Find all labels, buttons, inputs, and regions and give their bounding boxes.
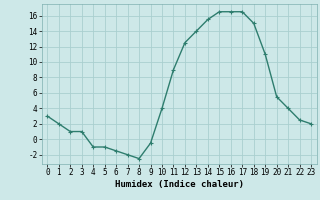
X-axis label: Humidex (Indice chaleur): Humidex (Indice chaleur) (115, 180, 244, 189)
